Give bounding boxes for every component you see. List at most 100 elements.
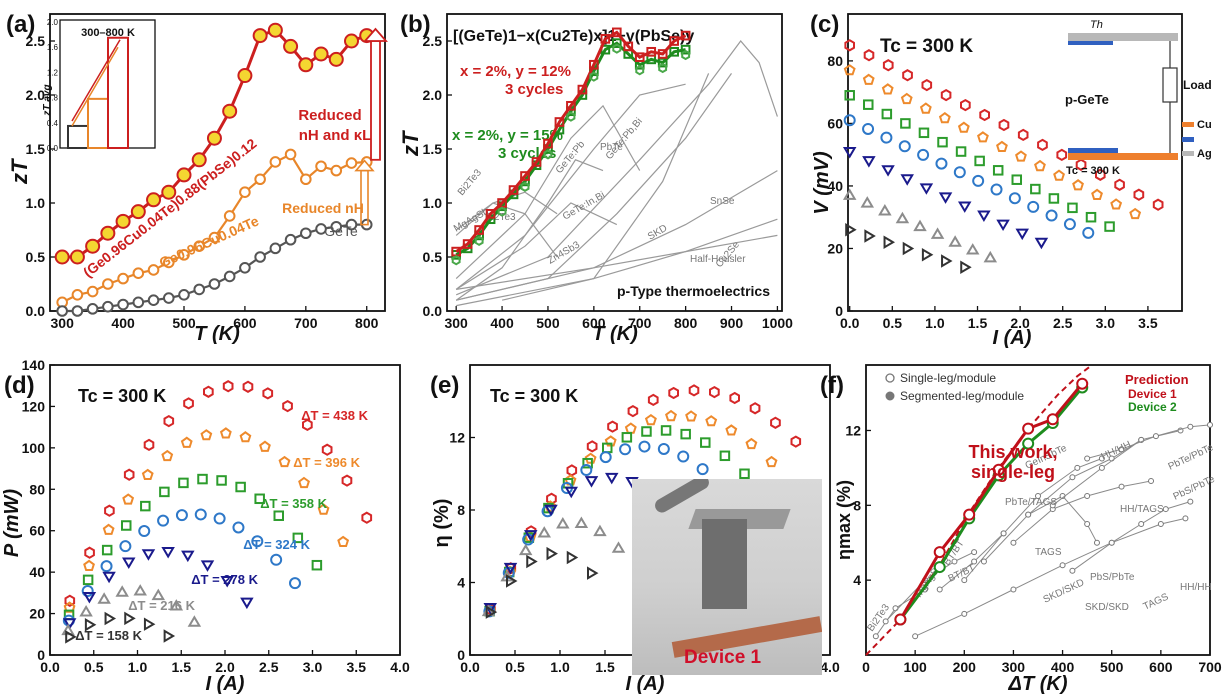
x-tick-label: 600 [233, 315, 257, 331]
data-point [56, 305, 68, 317]
data-point [345, 157, 358, 169]
legend-marker [885, 391, 895, 401]
data-point [669, 46, 679, 57]
data-point [159, 486, 170, 498]
data-point [223, 210, 236, 222]
data-point [62, 618, 77, 630]
y-axis-label: zT [398, 130, 423, 157]
data-point [133, 584, 147, 596]
y-tick-label: 120 [22, 398, 46, 414]
reference-label: PbTe/PbTe [1167, 442, 1216, 473]
data-point [611, 27, 622, 38]
data-point [138, 525, 151, 538]
data-point [270, 553, 283, 566]
inset-arrow [71, 39, 121, 122]
data-point [1075, 158, 1087, 171]
reference-point [1152, 433, 1159, 440]
data-point [584, 452, 597, 464]
panel-label: (c) [810, 11, 839, 38]
x-tick-label: 900 [720, 315, 744, 331]
plot-frame [847, 13, 1183, 312]
data-point [1063, 218, 1076, 231]
reference-point [1148, 478, 1155, 484]
data-point [284, 233, 297, 246]
data-point [122, 557, 136, 570]
data-point [669, 36, 679, 46]
reference-label: Half-Heusler [690, 254, 746, 265]
data-point [251, 535, 264, 548]
x-tick-label: 400 [111, 315, 135, 331]
reference-point [1074, 464, 1081, 471]
inset-title: 300–800 K [81, 27, 135, 39]
x-tick-label: 300 [1002, 659, 1026, 675]
x-tick-label: 600 [1149, 659, 1173, 675]
data-point [187, 615, 202, 627]
data-point [1034, 237, 1049, 250]
data-point [219, 427, 232, 439]
reference-label: GeTe:Pb,Bi [604, 116, 645, 162]
data-point [102, 278, 114, 290]
data-point [162, 256, 175, 269]
y-tick-label: 1.0 [423, 195, 443, 211]
data-point [657, 49, 668, 59]
data-point [213, 512, 226, 525]
data-point [269, 156, 282, 168]
data-point [977, 131, 989, 143]
inset-y-label: zT avg [42, 84, 53, 116]
device-photo-label: Device 1 [684, 647, 762, 668]
data-point [208, 278, 221, 290]
data-point [141, 549, 156, 561]
series-label: GeTe [324, 223, 358, 239]
x-tick-label: 0.0 [840, 315, 860, 331]
data-point [844, 39, 855, 52]
data-point [635, 65, 645, 76]
x-tick-label: 1000 [762, 315, 793, 331]
y-tick-label: 20 [827, 240, 843, 256]
data-point [688, 384, 700, 397]
data-point [71, 305, 84, 317]
x-tick-label: 2.5 [259, 659, 279, 675]
legend-swatch [1182, 137, 1194, 142]
y-axis-label: V (mV) [811, 151, 833, 215]
data-point [85, 238, 101, 254]
data-point [315, 223, 327, 235]
data-point [451, 255, 461, 266]
data-point [321, 443, 333, 456]
data-point [157, 514, 170, 527]
x-tick-label: 300 [444, 315, 468, 331]
data-point [1048, 193, 1060, 204]
reference-point [1118, 483, 1125, 490]
x-tick-label: 800 [355, 315, 379, 331]
data-point [1046, 413, 1059, 426]
data-point [146, 192, 162, 208]
data-point [240, 597, 254, 610]
y-tick-label: 40 [827, 178, 843, 194]
x-tick-label: 200 [953, 659, 977, 675]
data-point [921, 78, 933, 92]
data-point [71, 289, 84, 301]
data-point [254, 493, 265, 505]
data-point [634, 52, 645, 63]
reference-point [951, 558, 958, 565]
inset-tick-label: 0.4 [47, 119, 59, 128]
data-point [933, 561, 946, 574]
data-point [862, 122, 875, 135]
data-point [497, 206, 507, 217]
data-point [1015, 150, 1027, 162]
inset-tick-label: 2.0 [47, 18, 59, 27]
data-point [1022, 437, 1035, 450]
data-point [200, 560, 215, 572]
data-point [584, 476, 599, 488]
y-tick-label: 60 [29, 523, 45, 539]
y-tick-label: 140 [22, 357, 46, 373]
data-point [960, 98, 971, 112]
data-point [957, 201, 972, 213]
data-point [902, 241, 915, 256]
data-point [843, 114, 856, 127]
data-point [239, 186, 251, 198]
data-point [124, 611, 136, 626]
reference-curve [1052, 430, 1181, 506]
data-point [163, 414, 175, 428]
reference-point [892, 605, 899, 612]
data-point [222, 380, 234, 393]
